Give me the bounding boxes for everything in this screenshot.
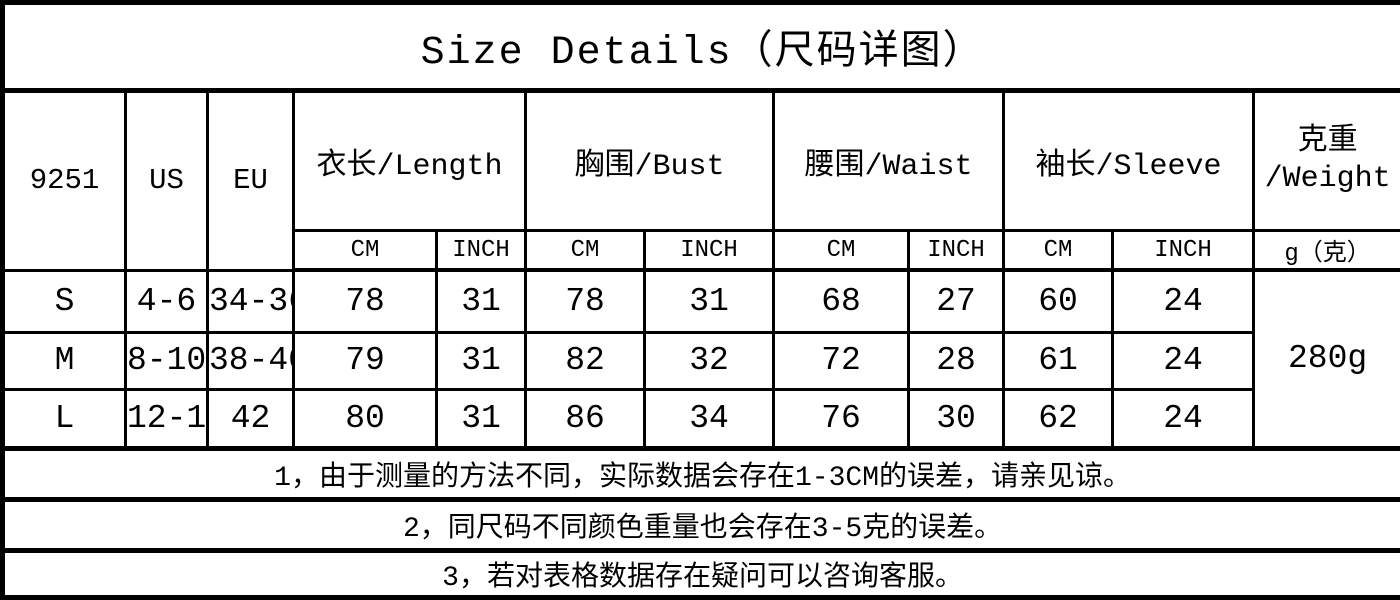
- table-row-size-m: M 8-10 38-40 79 31 82 32 72 28 61 24: [3, 332, 1400, 389]
- style-number-header: 9251: [3, 91, 126, 271]
- eu-size-header: EU: [208, 91, 294, 271]
- waist-cm-value: 72: [774, 332, 909, 389]
- note-text-3: 3，若对表格数据存在疑问可以咨询客服。: [3, 550, 1400, 597]
- bust-cm-value: 82: [526, 332, 645, 389]
- weight-value: 280g: [1254, 270, 1400, 448]
- eu-value: 34-36: [208, 270, 294, 332]
- sleeve-inch-unit: INCH: [1113, 231, 1254, 271]
- sleeve-group-header: 袖长/Sleeve: [1004, 91, 1254, 231]
- length-cm-value: 79: [294, 332, 437, 389]
- weight-group-header: 克重 /Weight: [1254, 91, 1400, 231]
- sleeve-cm-unit: CM: [1004, 231, 1113, 271]
- bust-group-header: 胸围/Bust: [526, 91, 774, 231]
- sleeve-cm-value: 60: [1004, 270, 1113, 332]
- weight-header-line2: /Weight: [1255, 161, 1400, 199]
- weight-unit: g（克）: [1254, 231, 1400, 271]
- note-text-1: 1，由于测量的方法不同，实际数据会存在1-3CM的误差，请亲见谅。: [3, 448, 1400, 499]
- eu-value: 42: [208, 389, 294, 448]
- waist-inch-unit: INCH: [909, 231, 1004, 271]
- length-inch-value: 31: [437, 389, 526, 448]
- us-value: 8-10: [126, 332, 208, 389]
- length-group-header: 衣长/Length: [294, 91, 526, 231]
- note-row-1: 1，由于测量的方法不同，实际数据会存在1-3CM的误差，请亲见谅。: [3, 448, 1400, 499]
- table-row-size-s: S 4-6 34-36 78 31 78 31 68 27 60 24 280g: [3, 270, 1400, 332]
- sleeve-cm-value: 61: [1004, 332, 1113, 389]
- table-row-size-l: L 12-14 42 80 31 86 34 76 30 62 24: [3, 389, 1400, 448]
- length-cm-unit: CM: [294, 231, 437, 271]
- waist-cm-value: 68: [774, 270, 909, 332]
- length-inch-unit: INCH: [437, 231, 526, 271]
- length-cm-value: 78: [294, 270, 437, 332]
- length-inch-value: 31: [437, 332, 526, 389]
- us-value: 4-6: [126, 270, 208, 332]
- sleeve-inch-value: 24: [1113, 389, 1254, 448]
- us-size-header: US: [126, 91, 208, 271]
- title-row: Size Details（尺码详图）: [3, 3, 1400, 91]
- bust-inch-value: 32: [645, 332, 774, 389]
- note-text-2: 2，同尺码不同颜色重量也会存在3-5克的误差。: [3, 499, 1400, 550]
- length-cm-value: 80: [294, 389, 437, 448]
- waist-cm-unit: CM: [774, 231, 909, 271]
- waist-inch-value: 27: [909, 270, 1004, 332]
- us-value: 12-14: [126, 389, 208, 448]
- waist-inch-value: 30: [909, 389, 1004, 448]
- header-row: 9251 US EU 衣长/Length 胸围/Bust 腰围/Waist 袖长…: [3, 91, 1400, 231]
- size-label: M: [3, 332, 126, 389]
- page-title: Size Details（尺码详图）: [3, 3, 1400, 91]
- weight-header-line1: 克重: [1255, 124, 1400, 162]
- note-row-3: 3，若对表格数据存在疑问可以咨询客服。: [3, 550, 1400, 597]
- bust-inch-value: 34: [645, 389, 774, 448]
- bust-cm-unit: CM: [526, 231, 645, 271]
- sleeve-cm-value: 62: [1004, 389, 1113, 448]
- size-label: L: [3, 389, 126, 448]
- waist-group-header: 腰围/Waist: [774, 91, 1004, 231]
- bust-cm-value: 86: [526, 389, 645, 448]
- size-label: S: [3, 270, 126, 332]
- bust-inch-unit: INCH: [645, 231, 774, 271]
- note-row-2: 2，同尺码不同颜色重量也会存在3-5克的误差。: [3, 499, 1400, 550]
- waist-inch-value: 28: [909, 332, 1004, 389]
- eu-value: 38-40: [208, 332, 294, 389]
- bust-cm-value: 78: [526, 270, 645, 332]
- sleeve-inch-value: 24: [1113, 270, 1254, 332]
- length-inch-value: 31: [437, 270, 526, 332]
- waist-cm-value: 76: [774, 389, 909, 448]
- bust-inch-value: 31: [645, 270, 774, 332]
- sleeve-inch-value: 24: [1113, 332, 1254, 389]
